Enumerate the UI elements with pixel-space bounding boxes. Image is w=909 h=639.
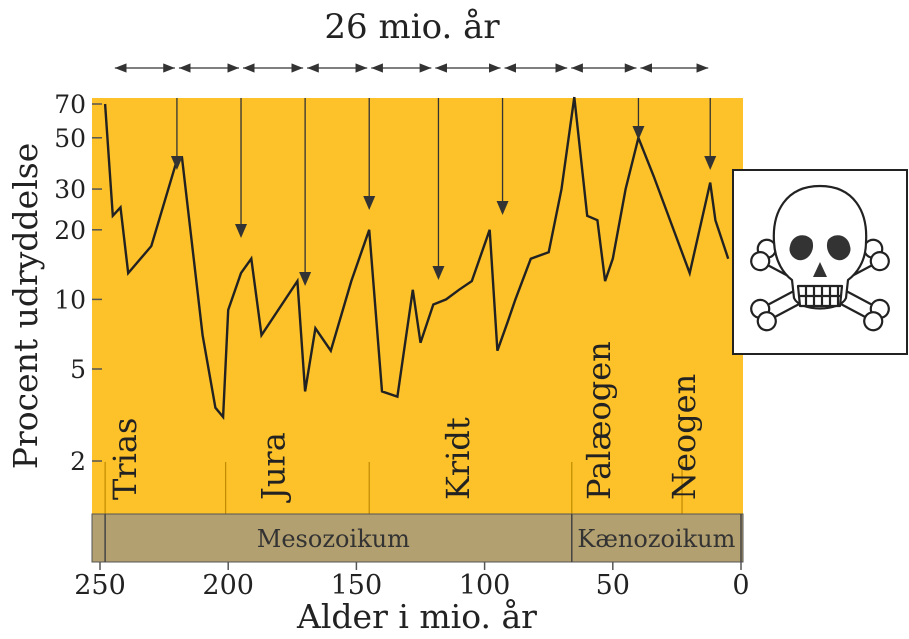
chart-title: 26 mio. år xyxy=(324,7,500,47)
extinction-arrow-head xyxy=(363,196,376,210)
extinction-arrow-head xyxy=(704,156,717,170)
y-axis-label: Procent udryddelse xyxy=(6,143,45,469)
y-tick-label: 5 xyxy=(70,355,86,384)
extinction-arrow-head xyxy=(496,201,509,215)
x-tick-label: 200 xyxy=(202,570,254,601)
y-axis-ticks: 2 5 10 20 30 50 70 xyxy=(54,90,102,476)
x-tick-label: 50 xyxy=(596,570,630,601)
x-axis-ticks: 250 200 150 100 50 0 xyxy=(74,562,750,601)
plot-background xyxy=(92,98,743,514)
y-tick-label: 10 xyxy=(54,285,86,314)
extinction-arrow-head xyxy=(235,224,248,238)
period-dividers xyxy=(104,462,683,514)
period-label: Jura xyxy=(255,432,293,503)
x-tick-label: 0 xyxy=(732,570,749,601)
period-label: Kridt xyxy=(439,417,477,500)
period-label: Palæogen xyxy=(580,341,618,500)
era-label: Mesozoikum xyxy=(257,525,410,553)
y-tick-label: 50 xyxy=(54,124,86,153)
y-tick-label: 30 xyxy=(54,175,86,204)
period-label: Neogen xyxy=(665,374,703,500)
extinction-arrow-head xyxy=(432,266,445,280)
extinction-arrow-head xyxy=(170,156,183,170)
skull-and-crossbones-icon xyxy=(732,169,908,355)
x-tick-label: 250 xyxy=(74,570,126,601)
y-tick-label: 20 xyxy=(54,216,86,245)
extinction-arrows xyxy=(170,98,717,286)
extinction-series-line xyxy=(103,96,730,421)
era-band-background xyxy=(91,513,744,563)
extinction-arrow-head xyxy=(632,126,645,140)
y-tick-label: 2 xyxy=(70,447,86,476)
x-axis-label: Alder i mio. år xyxy=(296,597,537,636)
era-band: Mesozoikum Kænozoikum xyxy=(91,513,744,563)
extinction-arrow-head xyxy=(299,272,312,286)
y-tick-label: 70 xyxy=(54,90,86,119)
x-tick-label: 100 xyxy=(459,570,511,601)
period-labels: Trias Jura Kridt Palæogen Neogen xyxy=(106,341,703,503)
x-tick-label: 150 xyxy=(331,570,383,601)
era-label: Kænozoikum xyxy=(577,525,735,553)
period-label: Trias xyxy=(106,418,144,500)
